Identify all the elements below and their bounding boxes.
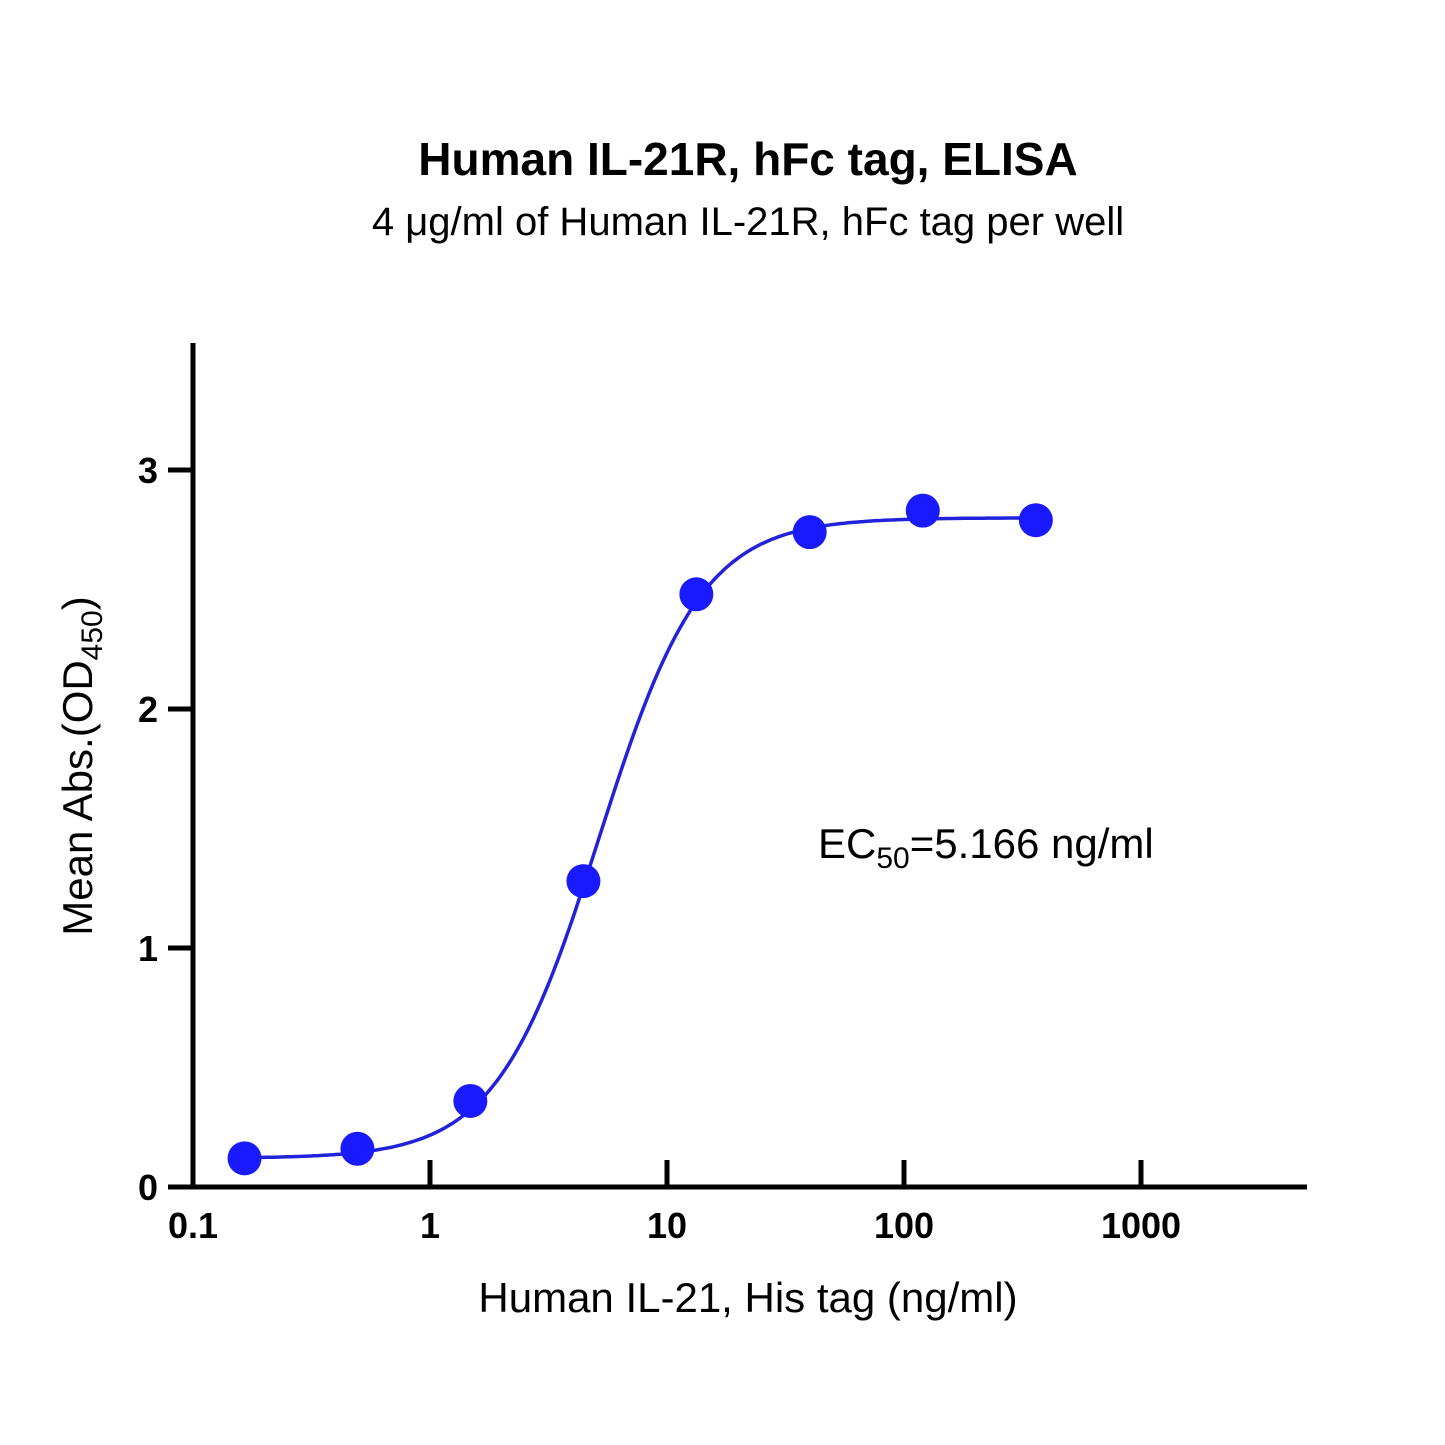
x-tick-label: 10 bbox=[647, 1205, 687, 1246]
ec50-annotation: EC50=5.166 ng/ml bbox=[818, 820, 1154, 875]
chart-title: Human IL-21R, hFc tag, ELISA bbox=[418, 133, 1077, 185]
data-point bbox=[1018, 503, 1053, 538]
x-axis-title: Human IL-21, His tag (ng/ml) bbox=[478, 1274, 1017, 1321]
y-tick-label: 2 bbox=[138, 689, 158, 730]
x-axis-ticks: 0.1 1 10 100 1000 bbox=[168, 1160, 1181, 1246]
y-axis-title-close: ) bbox=[54, 596, 101, 610]
data-point bbox=[566, 864, 601, 899]
data-point bbox=[905, 493, 940, 528]
data-point bbox=[340, 1131, 375, 1166]
ec50-annotation-subscript: 50 bbox=[876, 842, 909, 875]
x-tick-label: 1000 bbox=[1101, 1205, 1181, 1246]
data-point bbox=[792, 515, 827, 550]
data-point bbox=[227, 1141, 262, 1176]
x-tick-label: 100 bbox=[874, 1205, 934, 1246]
fit-curve-layer bbox=[244, 516, 1036, 1160]
chart-subtitle: 4 μg/ml of Human IL-21R, hFc tag per wel… bbox=[372, 200, 1124, 244]
fit-curve-line bbox=[244, 516, 1036, 1160]
x-tick-label: 0.1 bbox=[168, 1205, 218, 1246]
ec50-annotation-prefix: EC bbox=[818, 820, 876, 867]
y-axis-title: Mean Abs.(OD450) bbox=[54, 596, 109, 936]
y-tick-label: 0 bbox=[138, 1167, 158, 1208]
data-point bbox=[679, 577, 714, 612]
y-tick-label: 1 bbox=[138, 928, 158, 969]
x-tick-label: 1 bbox=[420, 1205, 440, 1246]
data-point bbox=[453, 1083, 488, 1118]
y-axis-title-main: Mean Abs.(OD bbox=[54, 660, 101, 935]
ec50-annotation-value: =5.166 ng/ml bbox=[910, 820, 1154, 867]
y-axis-ticks: 0 1 2 3 bbox=[138, 450, 193, 1208]
data-points-layer bbox=[227, 493, 1053, 1176]
y-axis-title-subscript: 450 bbox=[76, 610, 109, 660]
y-tick-label: 3 bbox=[138, 450, 158, 491]
